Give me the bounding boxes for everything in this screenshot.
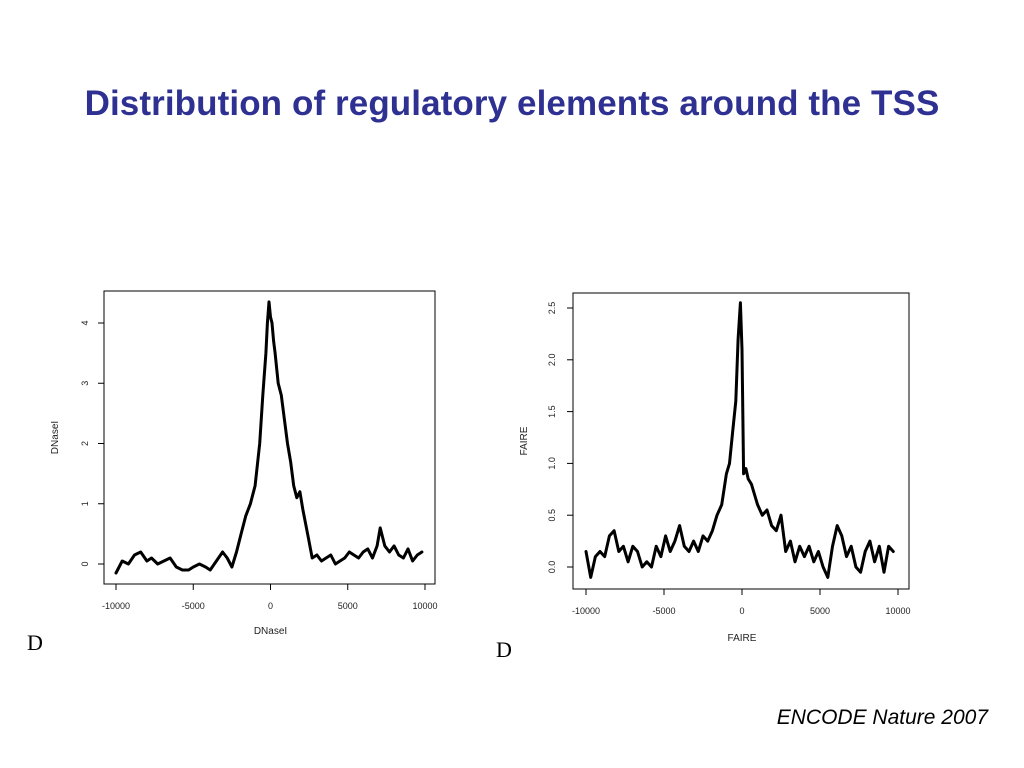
- chart-1-xtick-label-4: 10000: [885, 606, 910, 616]
- chart-0-x-axis-title: DNaseI: [254, 626, 287, 637]
- chart-0-ytick-label-3: 3: [80, 381, 90, 386]
- chart-1-ytick-label-2: 1.0: [547, 457, 557, 470]
- chart-0-series-0-line: [114, 300, 424, 575]
- chart-1-ytick-label-0: 0.0: [547, 561, 557, 574]
- chart-1-xtick-label-3: 5000: [810, 606, 830, 616]
- panel-label-left: D: [27, 630, 43, 655]
- chart-0-xtick-label-2: 0: [268, 601, 273, 611]
- chart-1-ytick-label-4: 2.0: [547, 354, 557, 367]
- chart-0-xtick-label-1: -5000: [182, 601, 205, 611]
- chart-1-ytick-label-5: 2.5: [547, 302, 557, 315]
- chart-1-y-axis-title: FAIRE: [519, 426, 530, 455]
- chart-0-xtick-label-4: 10000: [412, 601, 437, 611]
- chart-0-ytick-label-2: 2: [80, 441, 90, 446]
- chart-0-y-axis-title: DNaseI: [50, 421, 61, 454]
- chart-1-xtick-label-2: 0: [739, 606, 744, 616]
- chart-0-ytick-label-1: 1: [80, 501, 90, 506]
- chart-0-ytick-label-0: 0: [80, 561, 90, 566]
- chart-0-ytick-label-4: 4: [80, 320, 90, 325]
- chart-1-series-0-line: [584, 301, 895, 579]
- chart-1-x-axis-title: FAIRE: [728, 633, 757, 644]
- panel-label-right: D: [496, 637, 512, 662]
- chart-0-frame: [103, 290, 436, 585]
- chart-0-xtick-label-0: -10000: [102, 601, 130, 611]
- chart-0-xtick-label-3: 5000: [338, 601, 358, 611]
- slide-title: Distribution of regulatory elements arou…: [84, 84, 940, 123]
- citation-text: ENCODE Nature 2007: [776, 706, 988, 729]
- chart-1-xtick-label-1: -5000: [652, 606, 675, 616]
- chart-1-xtick-label-0: -10000: [572, 606, 600, 616]
- chart-1-ytick-label-1: 0.5: [547, 509, 557, 522]
- chart-1-ytick-label-3: 1.5: [547, 405, 557, 418]
- chart-1-frame: [572, 292, 910, 590]
